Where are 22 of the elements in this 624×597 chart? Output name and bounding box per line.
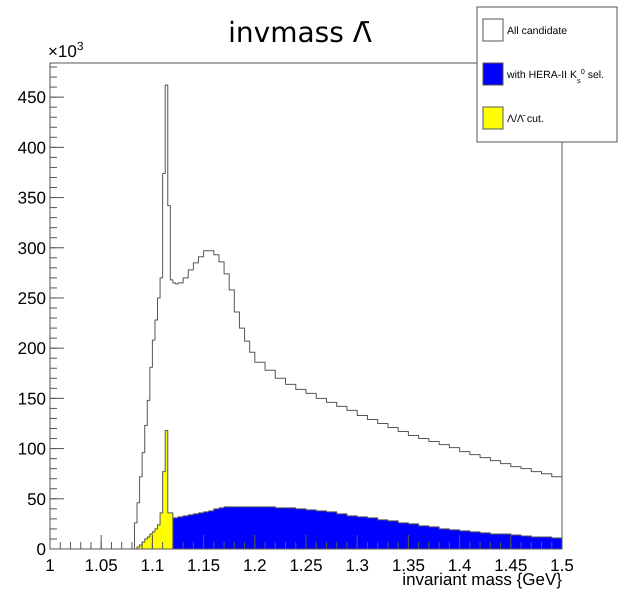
y-tick-label: 0 [36,540,46,559]
y-tick-label: 100 [18,440,46,459]
x-tick-label: 1.25 [289,556,323,575]
chart-title: invmass Λ̄ [228,16,372,49]
x-tick-label: 1.05 [84,556,118,575]
y-tick-label: 200 [18,339,46,358]
x-tick-label: 1.2 [242,556,267,575]
y-tick-label: 400 [18,138,46,158]
y-tick-label: 150 [18,389,46,408]
legend-label: with HERA-II K$_{s}$$^{0}$ sel. [506,66,604,84]
x-tick-label: 1.15 [187,556,220,575]
legend-label: Λ/Λ̄ cut. [507,113,544,125]
y-tick-label: 250 [18,288,46,308]
text: ×10$^{3}$ [48,39,84,61]
x-tick-label: 1 [45,556,55,575]
legend-label: All candidate [507,25,568,37]
x-tick-label: 1.3 [345,556,370,575]
x-tick-label: 1.1 [140,556,164,575]
y-tick-label: 50 [27,490,46,509]
y-tick-label: 450 [18,88,46,108]
y-tick-label: 350 [18,188,46,208]
y-tick-label: 300 [18,238,46,258]
